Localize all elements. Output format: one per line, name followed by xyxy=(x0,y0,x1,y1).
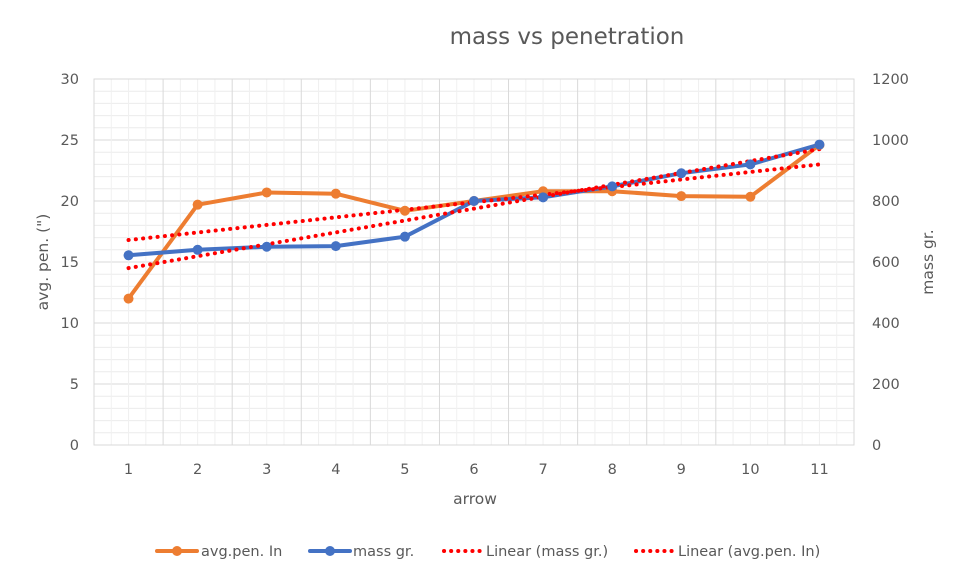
data-point-avg-pen xyxy=(676,191,687,202)
data-point-mass xyxy=(330,241,341,252)
legend-dot-avg-pen xyxy=(172,546,182,556)
x-tick-label: 4 xyxy=(331,462,340,478)
data-point-avg-pen xyxy=(192,199,203,210)
plot-area-border xyxy=(93,78,855,446)
y-left-tick-label: 30 xyxy=(61,72,79,88)
data-point-mass xyxy=(607,181,618,192)
y-left-tick-label: 5 xyxy=(70,377,79,393)
data-point-mass xyxy=(261,241,272,252)
data-point-avg-pen xyxy=(330,188,341,199)
trendline-linear-avg-pen xyxy=(126,162,822,243)
x-tick-label: 8 xyxy=(608,462,617,478)
x-tick-label: 6 xyxy=(469,462,478,478)
data-point-mass xyxy=(399,231,410,242)
data-series xyxy=(123,139,825,304)
x-tick-label: 5 xyxy=(400,462,409,478)
x-tick-label: 2 xyxy=(193,462,202,478)
data-point-avg-pen xyxy=(399,205,410,216)
x-tick-label: 3 xyxy=(262,462,271,478)
y-left-tick-label: 0 xyxy=(70,438,79,454)
legend-label-linear-mass: Linear (mass gr.) xyxy=(486,544,608,560)
data-point-mass xyxy=(538,192,549,203)
data-point-avg-pen xyxy=(261,187,272,198)
x-tick-label: 10 xyxy=(741,462,759,478)
x-axis-title: arrow xyxy=(453,490,497,508)
y-right-tick-label: 1000 xyxy=(872,133,909,149)
y-right-tick-label: 200 xyxy=(872,377,900,393)
data-point-mass xyxy=(192,244,203,255)
gridlines xyxy=(94,78,854,446)
axis-ticks: 0 5 10 15 20 25 30 0 200 400 600 800 1000 1200 1 2 3 4 5 6 7… xyxy=(61,72,909,478)
y-left-tick-label: 15 xyxy=(61,255,79,271)
data-point-avg-pen xyxy=(123,293,134,304)
x-tick-label: 11 xyxy=(810,462,828,478)
legend-label-linear-avg-pen: Linear (avg.pen. In) xyxy=(678,544,820,560)
y-left-tick-label: 25 xyxy=(61,133,79,149)
data-point-avg-pen xyxy=(745,191,756,202)
y-right-tick-label: 0 xyxy=(872,438,881,454)
trendline-linear-mass xyxy=(126,147,822,271)
y-right-tick-label: 800 xyxy=(872,194,900,210)
legend-label-avg-pen: avg.pen. In xyxy=(201,544,282,560)
y-axis-left-title: avg. pen. (") xyxy=(34,214,52,311)
y-right-tick-label: 400 xyxy=(872,316,900,332)
y-left-tick-label: 10 xyxy=(61,316,79,332)
chart-title: mass vs penetration xyxy=(450,24,685,50)
legend-label-mass: mass gr. xyxy=(353,544,414,560)
data-point-mass xyxy=(814,139,825,150)
legend-dot-mass xyxy=(325,546,335,556)
data-point-mass xyxy=(676,168,687,179)
x-tick-label: 1 xyxy=(124,462,133,478)
x-tick-label: 7 xyxy=(538,462,547,478)
data-point-mass xyxy=(123,250,134,261)
y-left-tick-label: 20 xyxy=(61,194,79,210)
data-point-mass xyxy=(745,159,756,170)
data-point-mass xyxy=(469,196,479,206)
x-tick-label: 9 xyxy=(677,462,686,478)
y-axis-right-title: mass gr. xyxy=(919,229,937,294)
y-right-tick-label: 1200 xyxy=(872,72,909,88)
y-right-tick-label: 600 xyxy=(872,255,900,271)
legend: avg.pen. In mass gr. Linear (mass gr.) L… xyxy=(155,544,820,560)
